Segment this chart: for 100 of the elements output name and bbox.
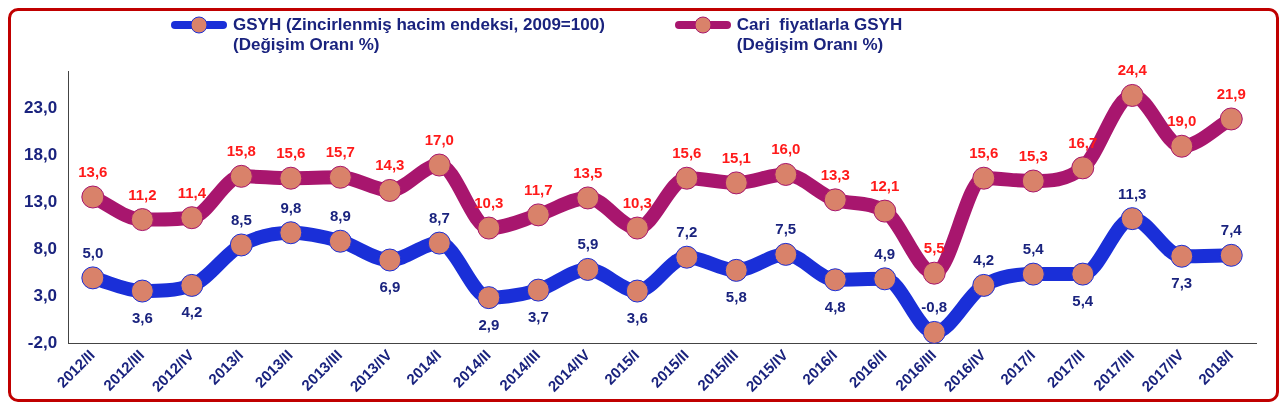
- point: [130, 208, 154, 232]
- data-label: 19,0: [1167, 112, 1197, 130]
- point: [180, 273, 204, 297]
- point: [81, 185, 105, 209]
- point: [229, 164, 253, 188]
- data-label: 15,8: [226, 142, 256, 160]
- point: [823, 188, 847, 212]
- data-label: 6,9: [379, 278, 401, 296]
- point: [180, 206, 204, 230]
- y-tick-label: -2,0: [27, 333, 58, 353]
- point: [1120, 83, 1144, 107]
- point: [724, 258, 748, 282]
- data-label: 4,9: [874, 244, 896, 262]
- y-tick-label: 8,0: [33, 239, 58, 259]
- point: [922, 261, 946, 285]
- data-label: 3,6: [626, 309, 648, 327]
- data-label: 2,9: [478, 315, 500, 333]
- point: [1170, 244, 1194, 268]
- point: [130, 279, 154, 303]
- data-label: 10,3: [474, 194, 504, 212]
- y-tick-label: 23,0: [23, 98, 58, 118]
- y-tick-label: 3,0: [33, 286, 58, 306]
- point: [427, 153, 451, 177]
- data-label: 11,4: [177, 183, 207, 201]
- data-label: 15,6: [276, 144, 306, 162]
- point: [1219, 243, 1243, 267]
- point: [625, 279, 649, 303]
- point: [1120, 207, 1144, 231]
- point: [675, 245, 699, 269]
- point: [477, 216, 501, 240]
- data-label: 15,6: [969, 144, 999, 162]
- data-label: 8,7: [428, 209, 450, 227]
- data-label: 4,8: [824, 297, 846, 315]
- data-label: 4,2: [181, 303, 203, 321]
- data-label: 17,0: [424, 131, 454, 149]
- point: [1021, 169, 1045, 193]
- y-tick-label: 13,0: [23, 192, 58, 212]
- data-label: 12,1: [870, 177, 900, 195]
- data-label: 13,3: [820, 165, 850, 183]
- point: [1219, 107, 1243, 131]
- data-label: 3,7: [527, 308, 549, 326]
- point: [1071, 262, 1095, 286]
- data-label: 8,5: [230, 210, 252, 228]
- data-label: 14,3: [375, 156, 405, 174]
- point: [279, 166, 303, 190]
- data-label: 9,8: [280, 198, 302, 216]
- data-label: 15,6: [672, 144, 702, 162]
- point: [526, 203, 550, 227]
- point: [477, 286, 501, 310]
- data-label: 5,9: [577, 235, 599, 253]
- point: [1071, 156, 1095, 180]
- point: [675, 166, 699, 190]
- data-label: 7,2: [676, 223, 698, 241]
- data-label: 7,5: [775, 220, 797, 238]
- point: [576, 186, 600, 210]
- point: [1021, 262, 1045, 286]
- data-label: 15,7: [325, 143, 355, 161]
- data-label: 7,3: [1171, 274, 1193, 292]
- point: [972, 166, 996, 190]
- point: [922, 320, 946, 344]
- data-label: 4,2: [973, 251, 995, 269]
- data-label: 13,6: [78, 163, 108, 181]
- data-label: 16,0: [771, 140, 801, 158]
- y-tick-label: 18,0: [23, 145, 58, 165]
- data-label: 13,5: [573, 163, 603, 181]
- data-label: 11,2: [128, 185, 157, 203]
- point: [328, 229, 352, 253]
- data-label: 11,3: [1118, 184, 1147, 202]
- data-label: 15,1: [721, 148, 751, 166]
- data-label: 10,3: [622, 194, 652, 212]
- legend-label: Cari fiyatlarla GSYH (Değişim Oranı %): [736, 15, 903, 55]
- point: [625, 216, 649, 240]
- point: [526, 278, 550, 302]
- data-label: 5,4: [1072, 292, 1094, 310]
- data-label: 5,5: [923, 239, 945, 257]
- data-label: 7,4: [1220, 221, 1243, 239]
- data-label: 5,8: [725, 288, 747, 306]
- point: [873, 267, 897, 291]
- data-label: 5,0: [82, 243, 104, 261]
- point: [576, 257, 600, 281]
- data-label: 8,9: [329, 207, 351, 225]
- data-label: 21,9: [1216, 84, 1246, 102]
- data-label: 5,4: [1022, 240, 1045, 258]
- point: [328, 165, 352, 189]
- point: [724, 171, 748, 195]
- data-label: 15,3: [1018, 147, 1048, 165]
- point: [774, 162, 798, 186]
- data-label: 24,4: [1117, 61, 1148, 79]
- point: [427, 231, 451, 255]
- legend-label: GSYH (Zincirlenmiş hacim endeksi, 2009=100) (Değişim Oranı %): [233, 15, 605, 55]
- point: [774, 242, 798, 266]
- data-label: -0,8: [921, 298, 948, 316]
- data-label: 11,7: [524, 180, 553, 198]
- point: [972, 273, 996, 297]
- point: [873, 199, 897, 223]
- data-label: 3,6: [131, 309, 153, 327]
- point: [229, 233, 253, 257]
- point: [279, 221, 303, 245]
- point: [823, 268, 847, 292]
- point: [378, 248, 402, 272]
